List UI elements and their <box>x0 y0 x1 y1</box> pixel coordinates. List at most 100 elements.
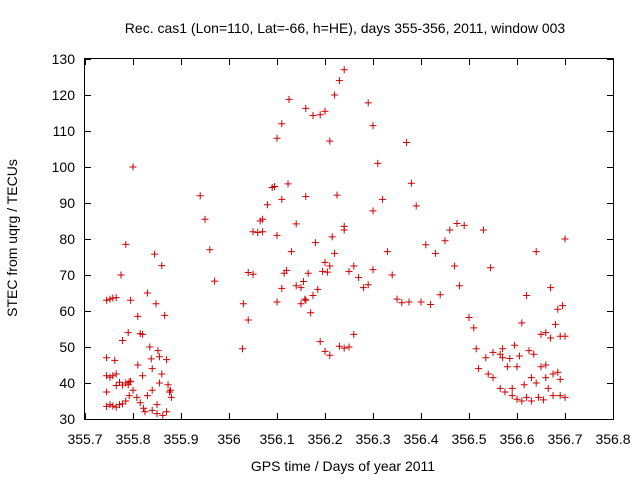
x-tick-label: 356.8 <box>595 431 630 447</box>
data-point <box>129 386 137 394</box>
data-point <box>472 345 480 353</box>
data-point <box>103 372 111 380</box>
data-point <box>547 334 555 342</box>
data-point <box>134 312 142 320</box>
data-point <box>398 299 406 307</box>
data-point <box>535 393 543 401</box>
data-point <box>542 329 550 337</box>
y-tick-label: 90 <box>59 195 75 211</box>
y-tick-label: 60 <box>59 303 75 319</box>
data-point <box>549 392 557 400</box>
data-point <box>278 120 286 128</box>
data-point <box>309 292 317 300</box>
x-tick-label: 356.1 <box>259 431 294 447</box>
data-point <box>542 374 550 382</box>
data-point <box>321 258 329 266</box>
data-point <box>158 370 166 378</box>
x-tick-label: 356.3 <box>355 431 390 447</box>
y-tick-label: 70 <box>59 267 75 283</box>
data-point <box>155 353 163 361</box>
data-point <box>124 329 132 337</box>
data-point <box>134 361 142 369</box>
data-point <box>109 402 117 410</box>
data-point <box>359 284 367 292</box>
data-point <box>127 296 135 304</box>
data-point <box>527 374 535 382</box>
data-point <box>323 268 331 276</box>
data-point <box>283 266 291 274</box>
x-tick-label: 356.6 <box>499 431 534 447</box>
data-point <box>487 264 495 272</box>
data-point <box>103 296 111 304</box>
x-tick-label: 356.2 <box>307 431 342 447</box>
data-point <box>314 285 322 293</box>
data-point <box>254 229 262 237</box>
data-point <box>147 355 155 363</box>
data-point <box>273 298 281 306</box>
data-point <box>239 300 247 308</box>
data-point <box>307 309 315 317</box>
data-point <box>244 268 252 276</box>
data-point <box>379 195 387 203</box>
data-point <box>532 248 540 256</box>
data-point <box>335 342 343 350</box>
data-point <box>140 404 148 412</box>
y-tick-label: 80 <box>59 231 75 247</box>
data-point <box>154 347 162 355</box>
data-point <box>292 220 300 228</box>
data-point <box>292 282 300 290</box>
data-point <box>116 378 124 386</box>
data-point <box>501 388 509 396</box>
data-point <box>249 228 257 236</box>
data-point <box>350 262 358 270</box>
data-point <box>127 377 135 385</box>
data-point <box>561 235 569 243</box>
data-point <box>139 372 147 380</box>
data-point <box>316 111 324 119</box>
data-point <box>515 352 523 360</box>
data-point <box>499 345 507 353</box>
data-point <box>148 386 156 394</box>
data-point <box>527 397 535 405</box>
data-point <box>109 372 117 380</box>
x-tick-label: 355.7 <box>67 431 102 447</box>
data-point <box>155 379 163 387</box>
data-point <box>319 267 327 275</box>
data-point <box>554 305 562 313</box>
data-point <box>551 320 559 328</box>
data-point <box>539 396 547 404</box>
y-axis-title: STEC from uqrg / TECUs <box>4 159 20 317</box>
data-point <box>405 298 413 306</box>
data-point <box>271 182 279 190</box>
data-point <box>143 392 151 400</box>
data-point <box>530 350 538 358</box>
x-tick-label: 356.4 <box>403 431 438 447</box>
axis-tick-labels: 355.7 355.8 355.9 356 356.1 356.2 356.3 356.4 35… <box>52 51 631 447</box>
data-point <box>112 370 120 378</box>
x-tick-label: 355.9 <box>163 431 198 447</box>
data-point <box>482 354 490 362</box>
data-point <box>383 248 391 256</box>
data-point <box>158 262 166 270</box>
data-point <box>297 300 305 308</box>
data-point <box>556 392 564 400</box>
data-point <box>103 402 111 410</box>
data-point <box>350 330 358 338</box>
data-point <box>112 294 120 302</box>
data-point <box>122 240 130 248</box>
data-point <box>152 300 160 308</box>
data-point <box>146 343 154 351</box>
data-point <box>513 363 521 371</box>
data-point <box>111 356 119 364</box>
data-point <box>532 379 540 387</box>
data-point <box>412 202 420 210</box>
data-point <box>106 401 114 409</box>
data-point <box>196 192 204 200</box>
data-point <box>549 370 557 378</box>
data-point <box>164 381 172 389</box>
data-point <box>335 77 343 85</box>
data-point <box>559 302 567 310</box>
data-point <box>453 220 461 228</box>
data-point <box>511 341 519 349</box>
data-point <box>393 295 401 303</box>
